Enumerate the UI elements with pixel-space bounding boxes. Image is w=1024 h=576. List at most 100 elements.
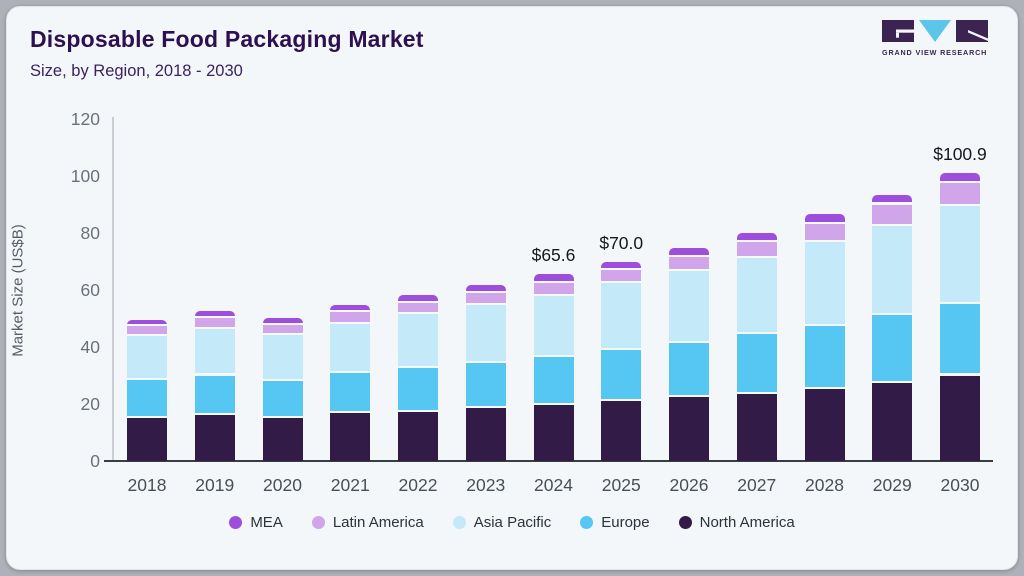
bar-segment-europe-2026 bbox=[669, 343, 709, 397]
bar-segment-north-america-2026 bbox=[669, 396, 709, 461]
bar-segment-asia-pacific-2026 bbox=[669, 270, 709, 343]
bar-segment-latin-america-2030 bbox=[940, 183, 980, 206]
bar-segment-north-america-2029 bbox=[872, 383, 913, 461]
y-tick-label: 120 bbox=[70, 109, 100, 129]
bar-segment-north-america-2028 bbox=[804, 388, 845, 461]
bar-segment-asia-pacific-2023 bbox=[465, 304, 506, 363]
bar-segment-north-america-2030 bbox=[940, 375, 980, 461]
y-tick-label: 80 bbox=[80, 223, 100, 243]
y-tick-label: 60 bbox=[80, 280, 100, 300]
legend-item-mea: MEA bbox=[229, 514, 283, 531]
bar-segment-europe-2020 bbox=[262, 380, 303, 419]
bar-segment-north-america-2022 bbox=[398, 411, 438, 461]
legend-label: North America bbox=[699, 514, 795, 531]
legend-dot-icon bbox=[580, 516, 594, 529]
legend-item-asia-pacific: Asia Pacific bbox=[452, 514, 552, 531]
x-tick-label: 2020 bbox=[263, 475, 302, 495]
bar-segment-asia-pacific-2019 bbox=[194, 328, 235, 376]
bar-segment-latin-america-2027 bbox=[736, 242, 777, 259]
x-tick-label: 2021 bbox=[330, 475, 370, 495]
bar-segment-mea-2025 bbox=[601, 261, 642, 271]
bar-segment-latin-america-2019 bbox=[194, 317, 235, 329]
y-tick-label: 0 bbox=[90, 451, 100, 471]
y-tick-label: 100 bbox=[70, 166, 100, 186]
bar-segment-north-america-2020 bbox=[262, 418, 303, 461]
legend-dot-icon bbox=[229, 516, 243, 529]
bar-segment-north-america-2025 bbox=[601, 401, 642, 461]
bar-segment-mea-2018 bbox=[127, 319, 167, 327]
x-tick-label: 2030 bbox=[940, 475, 980, 495]
x-tick-label: 2024 bbox=[534, 475, 573, 495]
bar-segment-north-america-2023 bbox=[465, 408, 506, 461]
legend-label: Asia Pacific bbox=[473, 514, 552, 531]
legend-item-north-america: North America bbox=[678, 514, 795, 531]
y-axis-title: Market Size (US$B) bbox=[9, 224, 27, 357]
legend-label: Latin America bbox=[332, 514, 424, 531]
bar-segment-europe-2018 bbox=[127, 380, 167, 418]
bar-segment-mea-2021 bbox=[330, 304, 371, 312]
bar-segment-mea-2026 bbox=[669, 247, 709, 258]
bar-segment-latin-america-2029 bbox=[872, 204, 913, 227]
bar-segment-europe-2022 bbox=[398, 368, 438, 412]
bar-segment-latin-america-2023 bbox=[465, 293, 506, 305]
chart-card bbox=[6, 6, 1018, 570]
x-tick-label: 2027 bbox=[737, 475, 777, 495]
bar-segment-mea-2022 bbox=[398, 295, 438, 304]
bar-segment-europe-2028 bbox=[804, 325, 845, 389]
bar-segment-mea-2027 bbox=[736, 233, 777, 243]
bar-segment-latin-america-2018 bbox=[127, 326, 167, 336]
bar-segment-latin-america-2020 bbox=[262, 324, 303, 336]
legend-dot-icon bbox=[311, 516, 325, 529]
legend-item-latin-america: Latin America bbox=[311, 514, 424, 531]
svg-text:GRAND VIEW RESEARCH: GRAND VIEW RESEARCH bbox=[882, 48, 987, 57]
bar-segment-asia-pacific-2027 bbox=[736, 258, 777, 335]
bar-segment-asia-pacific-2018 bbox=[127, 335, 167, 381]
y-tick-label: 40 bbox=[80, 337, 100, 357]
bar-segment-asia-pacific-2029 bbox=[872, 226, 913, 316]
legend-label: Europe bbox=[601, 514, 650, 531]
bar-segment-mea-2019 bbox=[194, 310, 235, 318]
x-tick-label: 2025 bbox=[601, 475, 641, 495]
bar-segment-north-america-2021 bbox=[330, 413, 371, 461]
x-tick-label: 2029 bbox=[872, 475, 912, 495]
bar-segment-asia-pacific-2028 bbox=[804, 242, 845, 326]
x-tick-label: 2019 bbox=[195, 475, 235, 495]
bar-segment-europe-2029 bbox=[872, 315, 913, 384]
bar-segment-asia-pacific-2024 bbox=[533, 296, 574, 357]
x-tick-label: 2022 bbox=[398, 475, 438, 495]
bar-segment-latin-america-2026 bbox=[669, 257, 709, 271]
bar-segment-europe-2025 bbox=[601, 349, 642, 402]
bar-segment-mea-2023 bbox=[465, 284, 506, 294]
bar-segment-europe-2030 bbox=[940, 303, 980, 376]
bar-segment-mea-2029 bbox=[872, 194, 913, 205]
bar-segment-north-america-2027 bbox=[736, 394, 777, 461]
bar-segment-asia-pacific-2021 bbox=[330, 323, 371, 373]
bar-segment-asia-pacific-2022 bbox=[398, 313, 438, 369]
bar-segment-asia-pacific-2030 bbox=[940, 205, 980, 304]
bar-segment-north-america-2024 bbox=[533, 404, 574, 461]
bar-segment-europe-2027 bbox=[736, 334, 777, 395]
x-tick-label: 2023 bbox=[466, 475, 506, 495]
bar-segment-europe-2019 bbox=[194, 375, 235, 415]
bar-segment-mea-2024 bbox=[533, 274, 574, 283]
bar-value-label-2024: $65.6 bbox=[531, 245, 576, 266]
bar-segment-north-america-2019 bbox=[194, 414, 235, 461]
legend-dot-icon bbox=[678, 516, 692, 529]
bar-segment-mea-2028 bbox=[804, 214, 845, 224]
x-tick-label: 2028 bbox=[805, 475, 844, 495]
x-tick-label: 2026 bbox=[669, 475, 709, 495]
bar-segment-latin-america-2022 bbox=[398, 303, 438, 314]
bar-segment-north-america-2018 bbox=[127, 417, 167, 461]
bar-segment-latin-america-2025 bbox=[601, 270, 642, 283]
x-tick-label: 2018 bbox=[127, 475, 167, 495]
grand-view-research-logo: GRAND VIEW RESEARCH bbox=[882, 20, 988, 60]
page-title: Disposable Food Packaging Market bbox=[30, 26, 424, 52]
bar-value-label-2030: $100.9 bbox=[933, 144, 987, 165]
legend-dot-icon bbox=[452, 516, 466, 529]
y-axis-line bbox=[112, 117, 114, 462]
bar-segment-mea-2020 bbox=[262, 318, 303, 325]
bar-segment-latin-america-2021 bbox=[330, 311, 371, 324]
bar-value-label-2025: $70.0 bbox=[599, 232, 644, 253]
bar-segment-europe-2024 bbox=[533, 356, 574, 405]
